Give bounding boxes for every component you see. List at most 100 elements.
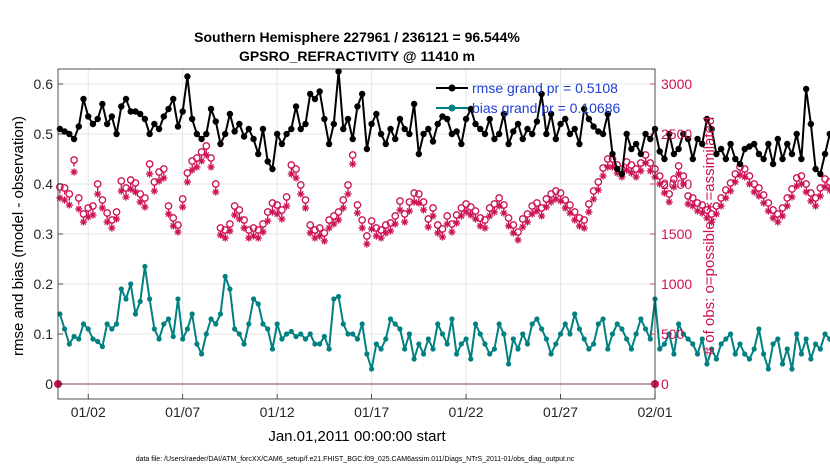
bias-point	[709, 346, 715, 352]
assimilated-marker	[528, 210, 536, 218]
bias-point	[581, 336, 587, 342]
bias-point	[175, 296, 181, 302]
assimilated-marker	[226, 227, 234, 235]
bias-point	[628, 346, 634, 352]
rmse-point	[722, 155, 730, 163]
bias-point	[458, 341, 464, 347]
possible-marker	[183, 169, 192, 180]
rmse-point	[160, 113, 167, 120]
assimilated-marker	[429, 212, 437, 220]
rmse-point	[817, 170, 824, 178]
right-tick-label: 0	[661, 376, 669, 392]
rmse-point	[609, 150, 616, 158]
bias-point	[373, 341, 379, 347]
bias-point	[817, 346, 823, 352]
rmse-point	[448, 130, 456, 138]
rmse-point	[528, 130, 536, 138]
rmse-point	[760, 155, 767, 163]
assimilated-marker	[538, 212, 546, 220]
rmse-series	[56, 68, 830, 178]
rmse-point	[165, 105, 172, 113]
rmse-point	[576, 140, 583, 148]
rmse-point	[325, 140, 333, 148]
assimilated-marker	[585, 208, 593, 216]
assimilated-marker	[231, 211, 239, 219]
left-tick-label: 0.3	[34, 226, 54, 242]
rmse-point	[642, 130, 649, 138]
bias-point	[477, 331, 483, 337]
bias-point	[576, 326, 583, 332]
bias-point	[449, 316, 455, 322]
assimilated-marker	[155, 177, 163, 185]
assimilated-marker	[623, 166, 631, 174]
assimilated-marker	[292, 174, 300, 182]
rmse-point	[155, 125, 163, 133]
assimilated-marker	[349, 160, 357, 168]
rmse-point	[458, 140, 465, 148]
rmse-point	[174, 123, 182, 130]
assimilated-marker	[344, 190, 352, 198]
assimilated-marker	[726, 187, 735, 195]
rmse-point	[415, 150, 423, 158]
rmse-point	[70, 135, 78, 143]
rmse-point	[425, 125, 432, 133]
rmse-point	[675, 145, 682, 153]
rmse-point	[302, 120, 309, 128]
assimilated-marker	[760, 199, 768, 207]
assimilated-marker	[797, 180, 806, 188]
rmse-point	[193, 130, 201, 138]
assimilated-marker	[764, 207, 772, 215]
bias-point	[255, 301, 261, 307]
legend-entry: bias grand pr = 0.10686	[436, 100, 620, 116]
rmse-point	[821, 150, 829, 158]
bias-point	[62, 326, 68, 332]
bias-point	[666, 331, 672, 337]
rmse-point	[684, 135, 692, 143]
x-tick-label: 01/12	[260, 404, 295, 420]
assimilated-marker	[594, 186, 602, 194]
assimilated-marker	[94, 190, 102, 198]
assimilated-marker	[207, 163, 215, 171]
rmse-point	[429, 138, 437, 145]
bias-point	[510, 336, 516, 342]
bias-point	[118, 286, 124, 292]
assimilated-marker	[75, 205, 83, 213]
right-axis-label: # of obs: o=possible; ∗=assimilated	[701, 117, 718, 356]
rmse-point	[750, 140, 758, 148]
assimilated-marker	[774, 218, 782, 226]
rmse-point	[278, 140, 286, 148]
x-axis-ticks: 01/02 01/07 01/12 01/17 01/22 01/27 02/01	[71, 394, 673, 420]
assimilated-marker	[202, 151, 210, 159]
assimilated-marker	[287, 170, 295, 178]
bias-point	[217, 311, 224, 317]
bias-point	[420, 351, 427, 357]
possible-marker	[268, 199, 277, 210]
assimilated-marker	[401, 218, 409, 226]
rmse-point	[382, 140, 389, 148]
bias-point	[326, 346, 332, 352]
assimilated-marker	[136, 198, 144, 206]
rmse-point	[377, 130, 385, 138]
bias-point	[515, 346, 521, 352]
assimilated-marker	[212, 188, 220, 196]
rmse-point	[566, 130, 574, 138]
assimilated-obs-markers	[56, 151, 830, 248]
assimilated-marker	[708, 218, 716, 226]
bias-point	[194, 341, 200, 347]
assimilated-marker	[415, 199, 423, 207]
right-tick-label: 500	[661, 326, 685, 342]
bias-point	[90, 336, 96, 342]
rmse-point	[788, 150, 796, 158]
rmse-point	[694, 135, 701, 143]
bias-point	[614, 321, 620, 327]
rmse-point	[406, 130, 413, 138]
rmse-point	[396, 115, 404, 123]
assimilated-marker	[188, 166, 196, 174]
rmse-point	[443, 115, 451, 123]
assimilated-marker	[490, 208, 499, 216]
bias-point	[647, 336, 653, 342]
rmse-point	[434, 120, 441, 128]
bias-point	[312, 341, 318, 347]
assimilated-marker	[646, 167, 654, 175]
